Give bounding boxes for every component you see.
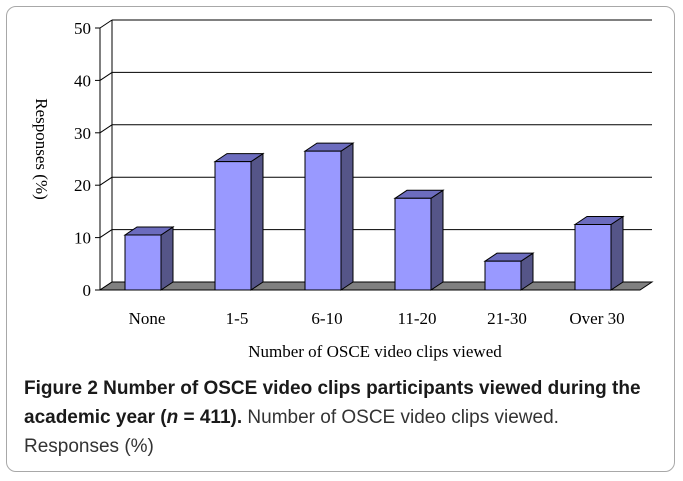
- x-tick-label: 11-20: [397, 309, 436, 328]
- y-tick-label: 50: [74, 19, 91, 38]
- bar-1-5: [214, 161, 252, 291]
- caption-description: Number of OSCE video clips viewed. Respo…: [24, 407, 559, 457]
- bar-side: [160, 226, 174, 291]
- bar-over-30: [574, 224, 612, 291]
- x-tick-label: Over 30: [569, 309, 624, 328]
- caption-title: Figure 2 Number of OSCE video clips part…: [24, 378, 641, 428]
- bar-side: [340, 142, 354, 291]
- bar-chart: 0 10 20 30 40 50 None 1-5 6-10 11-20 21-30 Over 30 N…: [32, 19, 654, 361]
- tick-connector: [99, 229, 113, 239]
- tick-connector: [99, 176, 113, 186]
- bar-21-30: [484, 260, 522, 291]
- y-axis-label: Responses (%): [32, 98, 51, 200]
- x-tick-label: 21-30: [487, 309, 527, 328]
- x-tick-label: 1-5: [226, 309, 249, 328]
- bar-11-20: [394, 197, 432, 291]
- tick-connector: [99, 71, 113, 81]
- y-tick-label: 0: [83, 281, 92, 300]
- figure-caption: Figure 2 Number of OSCE video clips part…: [24, 374, 654, 461]
- bar-none: [124, 234, 162, 291]
- y-tick-label: 40: [74, 71, 91, 90]
- bar-side: [430, 189, 444, 291]
- y-tick-label: 20: [74, 176, 91, 195]
- x-axis-label: Number of OSCE video clips viewed: [248, 342, 502, 361]
- bar-side: [250, 152, 264, 291]
- bar-side: [610, 215, 624, 291]
- x-tick-label: None: [129, 309, 166, 328]
- caption-n: n: [166, 407, 179, 428]
- x-tick-label: 6-10: [311, 309, 342, 328]
- tick-connector: [99, 124, 113, 134]
- y-tick-label: 30: [74, 124, 91, 143]
- tick-connector: [99, 19, 113, 29]
- chart-floor: [98, 281, 654, 291]
- caption-title-end: = 411).: [178, 407, 243, 428]
- y-tick-label: 10: [74, 229, 91, 248]
- bar-6-10: [304, 150, 342, 291]
